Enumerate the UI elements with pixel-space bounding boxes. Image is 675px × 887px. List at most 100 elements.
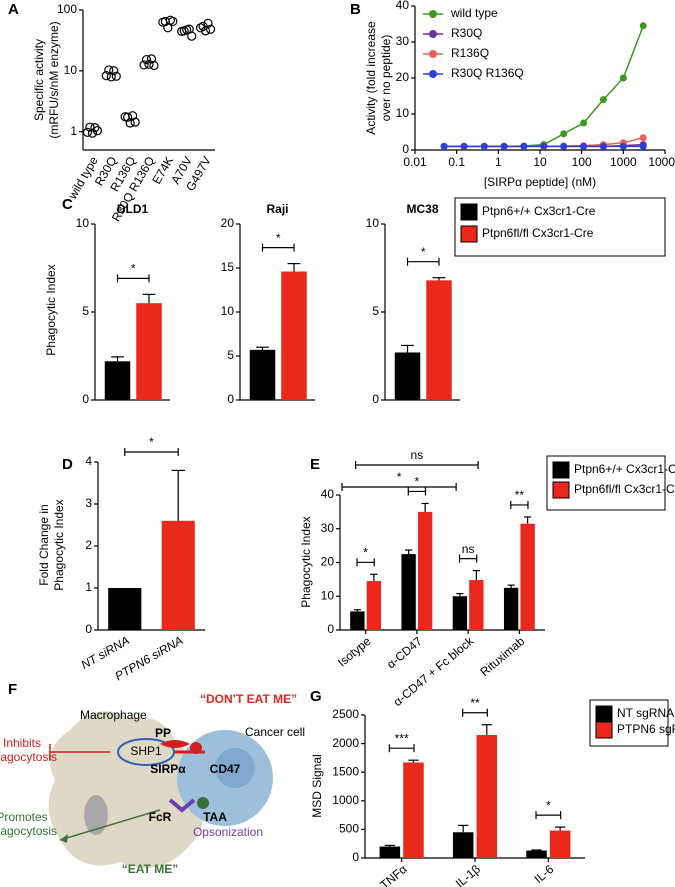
bar: [379, 846, 401, 858]
y-axis-label: (mRFU/s/nM enzyme): [47, 21, 61, 138]
y-axis-label: Activity (fold increase: [364, 21, 378, 135]
point: [168, 16, 178, 27]
y-axis-label: MSD Signal: [310, 754, 324, 817]
point: [203, 18, 213, 28]
legend-label: PTPN6 sgRNA: [617, 722, 675, 736]
point: [92, 126, 103, 136]
bar: [549, 830, 571, 858]
y-tick-label: 40: [321, 487, 335, 501]
point: [580, 119, 588, 127]
y-tick-label: 20: [396, 70, 410, 84]
point: [560, 130, 568, 138]
point: [123, 112, 133, 122]
line: [444, 25, 644, 148]
legend-box: [589, 699, 669, 747]
point: [82, 127, 93, 137]
diagram-text: phagocytosis: [0, 824, 57, 838]
x-tick-label: IL-1β: [453, 862, 483, 887]
bar: [476, 735, 498, 858]
point: [195, 23, 206, 33]
y-tick-label: 5: [227, 348, 234, 362]
bar: [249, 349, 276, 400]
legend-label: Ptpn6+/+ Cx3cr1-Cre: [482, 204, 596, 218]
y-tick-label: 0: [352, 850, 359, 864]
point: [639, 134, 647, 142]
point: [619, 142, 627, 150]
x-tick-label: IL-6: [531, 862, 556, 886]
y-tick-label: 2: [85, 538, 92, 552]
point: [540, 142, 548, 150]
y-tick-label: 10: [64, 63, 78, 77]
sig-label: ns: [462, 542, 475, 556]
y-tick-label: 1: [70, 124, 77, 138]
y-tick-label: 30: [396, 34, 410, 48]
diagram-text: TAA: [203, 810, 227, 824]
shp1-ring: [117, 738, 175, 766]
y-tick-label: 2000: [332, 736, 359, 750]
x-tick-label: 10: [533, 155, 547, 169]
legend-swatch: [460, 203, 478, 221]
cd47-shape: [190, 742, 202, 754]
y-tick-label: 4: [85, 454, 92, 468]
bar: [350, 611, 365, 630]
point: [500, 142, 508, 150]
promote-arrow: [60, 834, 68, 843]
y-axis-label: Phagocytic Index: [44, 264, 58, 355]
point: [599, 96, 607, 104]
cancer-nucleus: [215, 748, 255, 788]
y-tick-label: 0: [82, 392, 89, 406]
y-tick-label: 5: [372, 304, 379, 318]
point: [85, 122, 95, 132]
point: [130, 117, 140, 127]
point: [520, 142, 528, 150]
legend-label: R30Q: [451, 26, 482, 40]
point: [639, 22, 647, 30]
point: [90, 123, 100, 133]
legend-marker: [429, 30, 437, 38]
y-tick-label: 10: [321, 588, 335, 602]
point: [205, 24, 216, 34]
sirpa-shape: [160, 740, 190, 748]
sig-label: **: [515, 488, 525, 502]
y-tick-label: 0: [327, 622, 334, 636]
y-tick-label: 0: [227, 392, 234, 406]
bar: [426, 280, 452, 400]
y-tick-label: 30: [321, 521, 335, 535]
legend-label: NT sgRNA: [617, 706, 674, 720]
bar: [108, 588, 142, 630]
y-tick-label: 10: [396, 106, 410, 120]
y-tick-label: 1000: [332, 793, 359, 807]
x-tick-label: 1: [495, 155, 502, 169]
legend-label: R30Q R136Q: [451, 66, 524, 80]
legend-label: Ptpn6fl/fl Cx3cr1-Cre: [482, 226, 594, 240]
diagram-text: “DON’T EAT ME”: [200, 692, 297, 706]
bar: [452, 596, 468, 630]
legend-label: wild type: [450, 6, 498, 20]
panel-title: MC38: [406, 202, 438, 216]
bar: [161, 520, 195, 630]
sig-label: *: [546, 798, 551, 812]
diagram-text: SHP1: [130, 744, 162, 758]
x-tick-label: α-CD47: [384, 634, 425, 672]
sig-label: ***: [395, 731, 409, 745]
bar: [452, 832, 474, 858]
nucleus: [84, 795, 108, 835]
y-tick-label: 20: [321, 555, 335, 569]
point: [144, 59, 154, 69]
y-tick-label: 500: [339, 822, 359, 836]
diagram-text: Macrophage: [80, 708, 147, 722]
panel-letter: D: [62, 456, 73, 473]
point: [141, 54, 152, 65]
point: [106, 72, 116, 82]
y-tick-label: 0: [402, 142, 409, 156]
promote-line: [59, 809, 161, 841]
bar: [366, 581, 382, 630]
bar: [403, 762, 424, 858]
y-axis-label: Fold Change in: [37, 504, 51, 585]
diagram-text: Cancer cell: [245, 725, 305, 739]
y-tick-label: 1: [85, 580, 92, 594]
point: [580, 142, 588, 150]
bar: [394, 352, 421, 400]
diagram-text: SIRPα: [150, 762, 186, 776]
y-tick-label: 10: [221, 304, 235, 318]
